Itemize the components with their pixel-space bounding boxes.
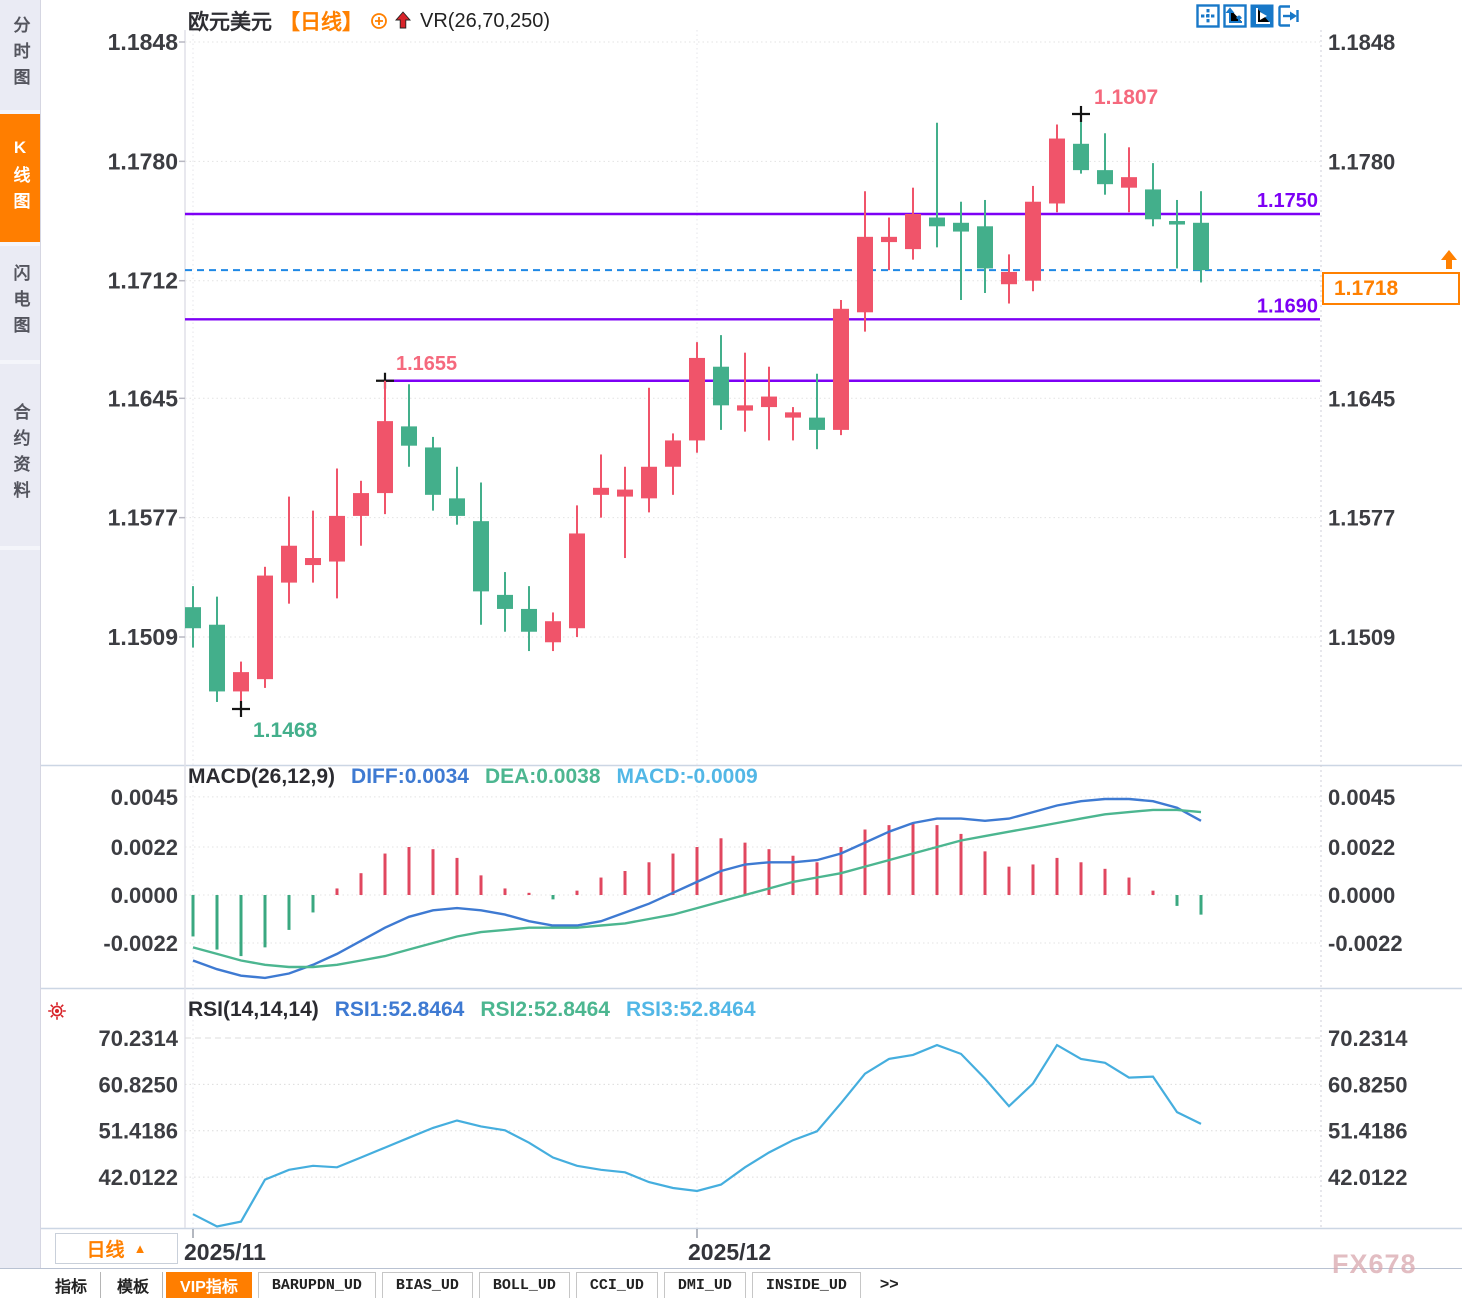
macd-macd-value: MACD:-0.0009 <box>616 765 758 788</box>
crosshair-grid-icon[interactable] <box>1196 4 1220 28</box>
price-annotations: 1.1807 1.1468 <box>232 86 1158 742</box>
macd-dea-value: DEA:0.0038 <box>484 765 601 788</box>
price-up-arrow-icon <box>1440 250 1458 276</box>
axis-auto-icon[interactable] <box>1250 4 1274 28</box>
svg-text:1.1577: 1.1577 <box>1328 506 1395 531</box>
svg-text:51.4186: 51.4186 <box>98 1119 178 1144</box>
candlestick-series <box>185 113 1209 711</box>
sidebar-tab-time-chart[interactable]: 分时图 <box>0 0 40 114</box>
svg-text:1.1468: 1.1468 <box>253 719 318 742</box>
svg-text:70.2314: 70.2314 <box>98 1026 178 1051</box>
current-price-value: 1.1718 <box>1334 276 1399 300</box>
svg-text:0.0045: 0.0045 <box>111 785 178 810</box>
up-arrow-icon <box>395 11 411 31</box>
watermark: FX678 <box>1332 1249 1417 1279</box>
svg-text:42.0122: 42.0122 <box>1328 1165 1408 1190</box>
svg-text:0.0000: 0.0000 <box>1328 883 1395 908</box>
svg-text:1.1712: 1.1712 <box>108 268 178 294</box>
tab-vip-indicators[interactable]: VIP指标 <box>166 1271 252 1298</box>
svg-text:0.0022: 0.0022 <box>111 835 178 860</box>
bottom-tab-bar: 指标 模板 VIP指标 BARUPDN_UD BIAS_UD BOLL_UD C… <box>0 1268 1462 1300</box>
panel-separators <box>41 30 1462 1230</box>
macd-diff-line <box>192 797 1202 980</box>
macd-name: MACD(26,12,9) <box>188 765 336 788</box>
svg-text:51.4186: 51.4186 <box>1328 1119 1408 1144</box>
svg-text:1.1780: 1.1780 <box>108 148 178 174</box>
svg-text:2025/12: 2025/12 <box>688 1239 771 1265</box>
rsi1-value: RSI1:52.8464 <box>334 998 465 1021</box>
tab-inside-ud[interactable]: INSIDE_UD <box>751 1271 861 1298</box>
tab-cci-ud[interactable]: CCI_UD <box>575 1271 658 1298</box>
chart-header: 欧元美元 【日线】 VR(26,70,250) <box>188 6 550 36</box>
chart-toolbar <box>1196 4 1301 28</box>
rsi-header: RSI(14,14,14) RSI1:52.8464 RSI2:52.8464 … <box>188 998 756 1022</box>
svg-text:60.8250: 60.8250 <box>1328 1072 1408 1097</box>
macd-dea-line <box>192 808 1202 969</box>
macd-diff-value: DIFF:0.0034 <box>351 765 469 788</box>
tab-dmi-ud[interactable]: DMI_UD <box>663 1271 746 1298</box>
macd-histogram <box>191 823 1203 957</box>
rsi3-value: RSI3:52.8464 <box>625 998 756 1021</box>
svg-text:1.1848: 1.1848 <box>1328 30 1395 55</box>
tab-indicators[interactable]: 指标 <box>42 1271 102 1298</box>
rsi2-value: RSI2:52.8464 <box>480 998 610 1021</box>
dropdown-arrow-icon: ▲ <box>133 1241 147 1256</box>
svg-text:0.0045: 0.0045 <box>1328 785 1395 810</box>
svg-text:1.1848: 1.1848 <box>108 29 179 55</box>
svg-text:1.1645: 1.1645 <box>108 385 179 411</box>
rsi-axis: 70.2314 70.2314 60.8250 60.8250 51.4186 51.41… <box>98 1026 1408 1190</box>
svg-text:42.0122: 42.0122 <box>98 1165 178 1190</box>
tab-bias-ud[interactable]: BIAS_UD <box>381 1271 473 1298</box>
tab-barupdn-ud[interactable]: BARUPDN_UD <box>257 1271 376 1298</box>
svg-text:1.1509: 1.1509 <box>108 624 178 650</box>
svg-text:-0.0022: -0.0022 <box>1328 931 1403 956</box>
price-axis: 1.18481.18481.17801.17801.17121.17121.16… <box>108 29 1396 650</box>
pan-right-icon[interactable] <box>1277 4 1301 28</box>
svg-text:1.1509: 1.1509 <box>1328 625 1395 650</box>
macd-axis: 0.0045 0.0045 0.0022 0.0022 0.0000 0.0000 -0.0… <box>103 785 1402 956</box>
sidebar-tab-flash-chart[interactable]: 闪电图 <box>0 246 40 364</box>
current-price-box: 1.1718 <box>1322 272 1460 305</box>
tab-templates[interactable]: 模板 <box>104 1271 164 1298</box>
svg-text:1.1645: 1.1645 <box>1328 386 1395 411</box>
svg-text:1.1807: 1.1807 <box>1094 86 1158 109</box>
axis-scale-icon[interactable] <box>1223 4 1247 28</box>
svg-text:0.0000: 0.0000 <box>111 883 178 908</box>
svg-text:1.1780: 1.1780 <box>1328 149 1395 174</box>
sidebar-tab-contract-info[interactable]: 合约资料 <box>0 364 40 550</box>
macd-header: MACD(26,12,9) DIFF:0.0034 DEA:0.0038 MAC… <box>188 765 758 789</box>
svg-text:2025/11: 2025/11 <box>184 1239 266 1265</box>
symbol-title: 欧元美元 <box>188 11 272 34</box>
add-indicator-icon[interactable] <box>370 12 388 30</box>
tab-boll-ud[interactable]: BOLL_UD <box>478 1271 570 1298</box>
svg-text:1.1577: 1.1577 <box>108 505 178 531</box>
sidebar: 分时图 K线图 闪电图 合约资料 <box>0 0 41 1300</box>
svg-text:1.1750: 1.1750 <box>1257 190 1318 212</box>
svg-text:-0.0022: -0.0022 <box>103 931 178 956</box>
svg-text:60.8250: 60.8250 <box>98 1072 178 1097</box>
period-label: 【日线】 <box>279 11 363 34</box>
tab-more[interactable]: >> <box>866 1271 912 1298</box>
rsi-name: RSI(14,14,14) <box>188 998 319 1021</box>
vr-indicator-label: VR(26,70,250) <box>420 9 551 32</box>
sidebar-tab-candle-chart[interactable]: K线图 <box>0 114 40 246</box>
indicator-settings-icon[interactable] <box>47 1001 67 1026</box>
interval-label: 日线 <box>86 1240 125 1261</box>
svg-text:70.2314: 70.2314 <box>1328 1026 1408 1051</box>
price-levels: 1.1750 1.1690 1.1655 <box>185 190 1320 389</box>
svg-text:1.1690: 1.1690 <box>1257 295 1318 317</box>
rsi-line <box>192 1043 1202 1228</box>
svg-text:1.1655: 1.1655 <box>396 353 457 375</box>
interval-selector[interactable]: 日线 ▲ <box>55 1233 178 1264</box>
svg-text:0.0022: 0.0022 <box>1328 835 1395 860</box>
